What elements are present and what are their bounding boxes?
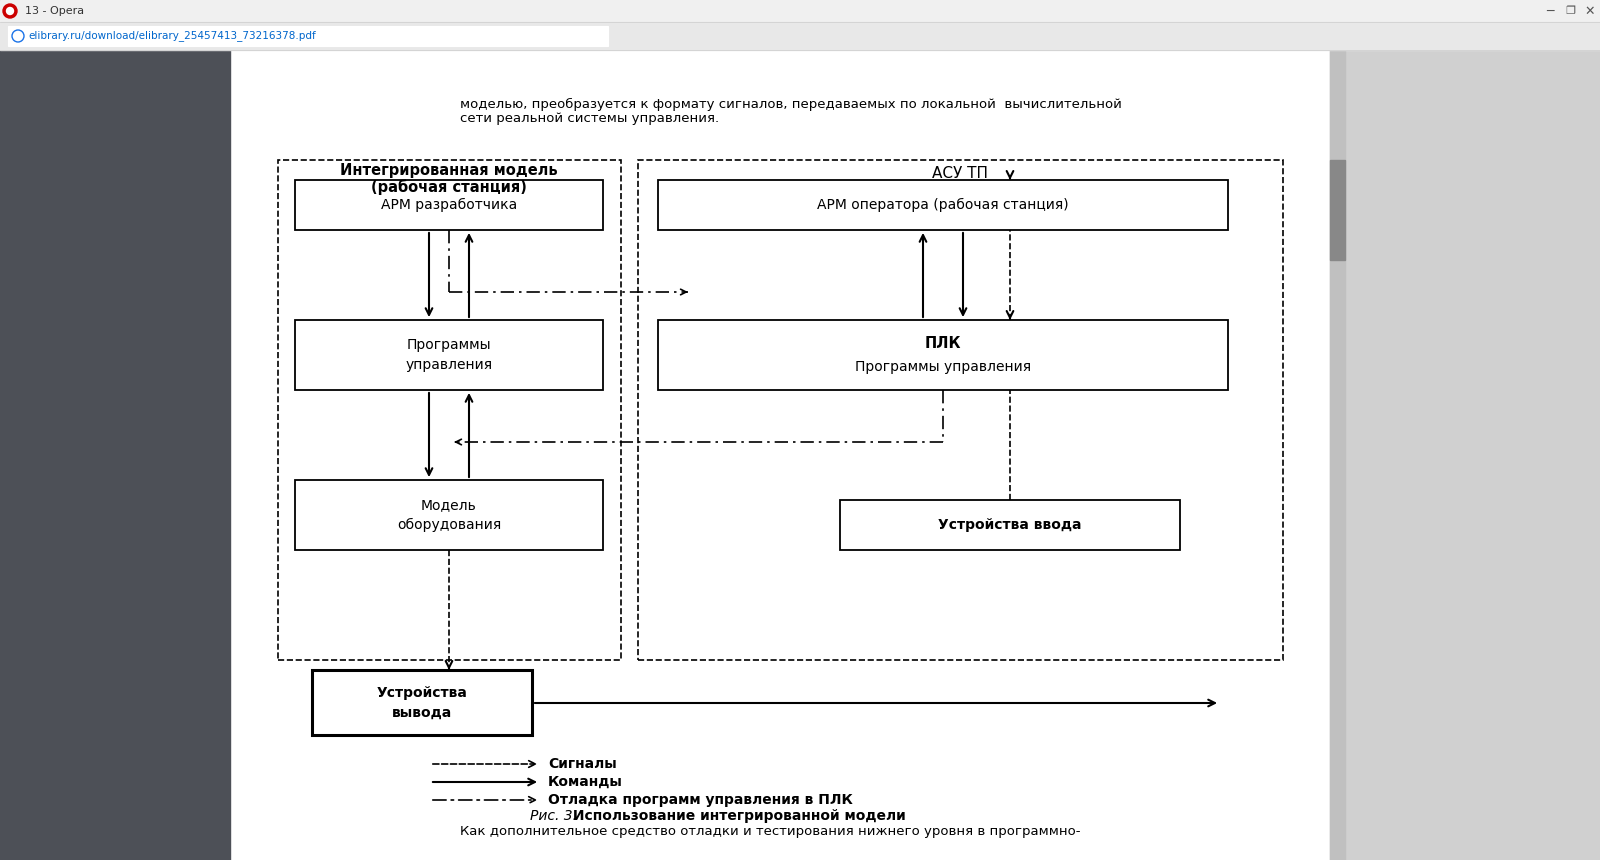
Text: Использование интегрированной модели: Использование интегрированной модели [568, 809, 906, 823]
Bar [0, 50, 230, 860]
Bar [1330, 160, 1346, 260]
Text: Устройства ввода: Устройства ввода [938, 518, 1082, 532]
Text: Отладка программ управления в ПЛК: Отладка программ управления в ПЛК [547, 793, 853, 807]
Text: Рис. 3.: Рис. 3. [530, 809, 578, 823]
Bar [8, 26, 608, 46]
Text: управления: управления [405, 358, 493, 372]
Bar [0, 22, 1600, 50]
Bar [1330, 50, 1346, 860]
Bar [658, 180, 1229, 230]
Text: elibrary.ru/download/elibrary_25457413_73216378.pdf: elibrary.ru/download/elibrary_25457413_7… [29, 31, 315, 41]
Text: Устройства: Устройства [376, 686, 467, 700]
Text: Интегрированная модель: Интегрированная модель [341, 163, 558, 177]
Text: Программы управления: Программы управления [854, 360, 1030, 374]
Bar [658, 320, 1229, 390]
Text: ─: ─ [1546, 4, 1554, 17]
Text: Программы: Программы [406, 338, 491, 352]
Text: (рабочая станция): (рабочая станция) [371, 179, 526, 195]
Bar [294, 320, 603, 390]
Bar [840, 500, 1181, 550]
Text: оборудования: оборудования [397, 518, 501, 532]
Bar [278, 160, 621, 660]
Circle shape [6, 8, 13, 15]
Bar [0, 0, 1600, 22]
Text: 13 - Opera: 13 - Opera [26, 6, 85, 16]
Text: вывода: вывода [392, 706, 453, 720]
Text: АСУ ТП: АСУ ТП [931, 167, 989, 181]
Bar [1330, 50, 1600, 860]
Text: сети реальной системы управления.: сети реальной системы управления. [461, 112, 718, 125]
Text: Команды: Команды [547, 775, 622, 789]
Text: ✕: ✕ [1584, 4, 1595, 17]
Text: Сигналы: Сигналы [547, 757, 616, 771]
Bar [312, 670, 531, 735]
Bar [294, 180, 603, 230]
Text: моделью, преобразуется к формату сигналов, передаваемых по локальной  вычислител: моделью, преобразуется к формату сигнало… [461, 98, 1122, 111]
Text: Как дополнительное средство отладки и тестирования нижнего уровня в программно-: Как дополнительное средство отладки и те… [461, 825, 1080, 838]
Text: Модель: Модель [421, 498, 477, 512]
Bar [638, 160, 1283, 660]
Text: АРМ разработчика: АРМ разработчика [381, 198, 517, 212]
Text: ПЛК: ПЛК [925, 335, 962, 351]
Text: ❐: ❐ [1565, 6, 1574, 16]
Bar [230, 50, 1330, 860]
Circle shape [3, 4, 18, 18]
Bar [294, 480, 603, 550]
Text: АРМ оператора (рабочая станция): АРМ оператора (рабочая станция) [818, 198, 1069, 212]
